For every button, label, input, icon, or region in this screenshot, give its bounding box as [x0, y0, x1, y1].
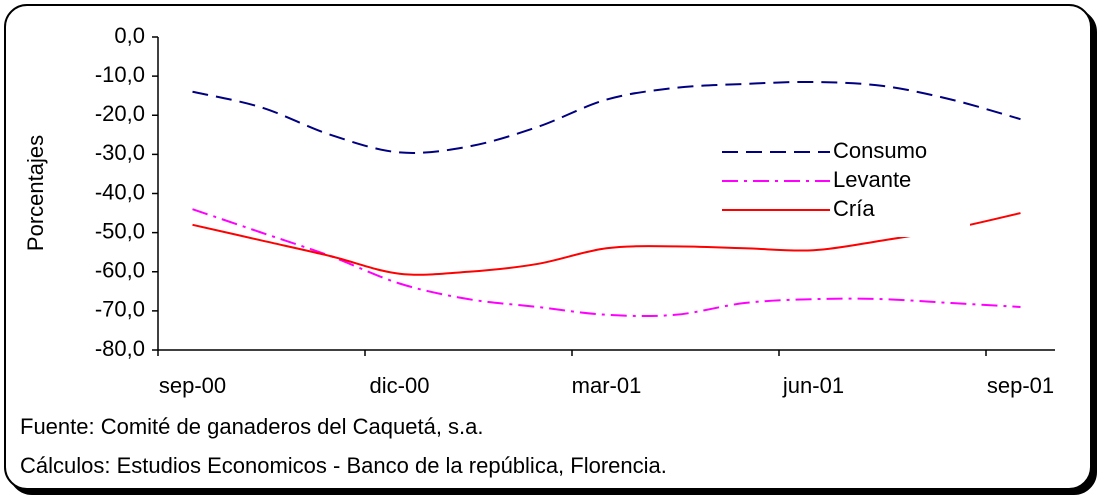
x-tick-label: mar-01 — [572, 373, 642, 398]
x-tick-label: jun-01 — [782, 373, 844, 398]
x-tick-label: sep-01 — [987, 373, 1054, 398]
legend-label: Cría — [833, 196, 875, 221]
y-tick-label: 0,0 — [114, 23, 145, 48]
y-axis-title: Porcentajes — [23, 135, 48, 251]
y-tick-label: -80,0 — [95, 336, 145, 361]
legend-label: Levante — [833, 167, 911, 192]
y-tick-label: -10,0 — [95, 62, 145, 87]
series-line — [192, 80, 1021, 154]
calc-note: Cálculos: Estudios Economicos - Banco de… — [20, 453, 667, 478]
y-tick-label: -40,0 — [95, 179, 145, 204]
y-tick-label: -50,0 — [95, 218, 145, 243]
y-tick-label: -70,0 — [95, 297, 145, 322]
source-note: Fuente: Comité de ganaderos del Caquetá,… — [20, 414, 484, 439]
x-tick-label: dic-00 — [370, 373, 430, 398]
series-line — [192, 208, 1021, 318]
y-tick-label: -20,0 — [95, 101, 145, 126]
y-tick-label: -60,0 — [95, 258, 145, 283]
series-line — [192, 212, 1021, 276]
legend-box — [715, 137, 970, 237]
legend-label: Consumo — [833, 138, 927, 163]
x-tick-label: sep-00 — [159, 373, 226, 398]
y-tick-label: -30,0 — [95, 140, 145, 165]
frame — [4, 4, 1092, 490]
